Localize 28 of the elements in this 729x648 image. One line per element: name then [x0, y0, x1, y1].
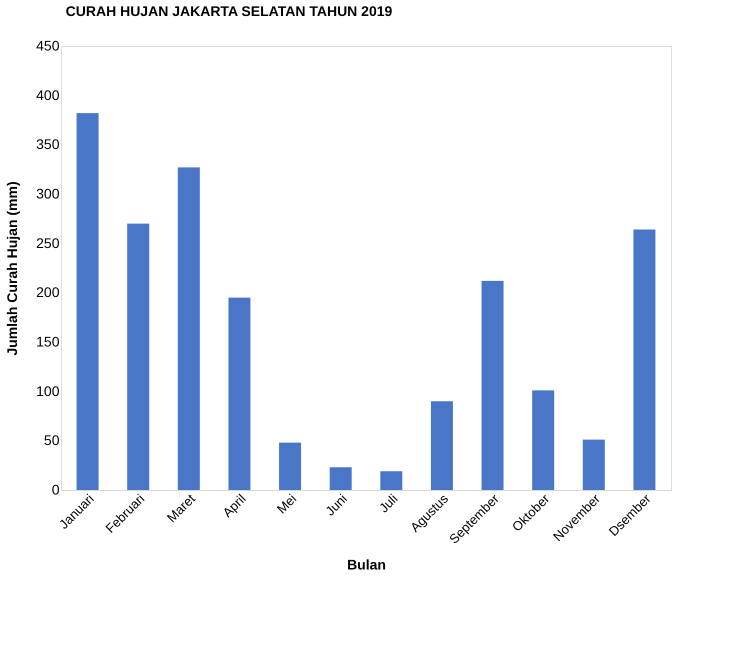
y-tick-label: 150 [36, 334, 60, 350]
bar [430, 401, 453, 490]
y-tick-label: 350 [36, 136, 60, 152]
bar [482, 280, 504, 490]
bar [633, 230, 656, 490]
x-tick-label: Mei [274, 491, 300, 517]
y-tick-label: 450 [36, 38, 60, 54]
y-tick-label: 50 [44, 432, 60, 448]
x-axis-title: Bulan [347, 556, 386, 573]
bar [76, 113, 99, 490]
bar [532, 390, 554, 490]
bar [279, 442, 302, 490]
bar [228, 298, 250, 490]
y-tick-label: 400 [36, 86, 60, 103]
y-axis-title: Jumlah Curah Hujan (mm) [4, 181, 20, 356]
bar [582, 440, 605, 490]
y-tick-label: 100 [36, 382, 60, 399]
bar [380, 471, 402, 490]
y-tick-label: 200 [36, 284, 60, 300]
bar [127, 224, 150, 490]
x-tick-label: Juni [322, 491, 350, 519]
x-tick-label: Juli [376, 491, 401, 516]
y-tick-label: 250 [36, 234, 60, 251]
y-tick-label: 300 [36, 186, 60, 202]
chart-title: CURAH HUJAN JAKARTA SELATAN TAHUN 2019 [66, 3, 393, 19]
bar [178, 167, 200, 490]
bar [330, 467, 352, 490]
y-tick-label: 0 [52, 482, 60, 498]
